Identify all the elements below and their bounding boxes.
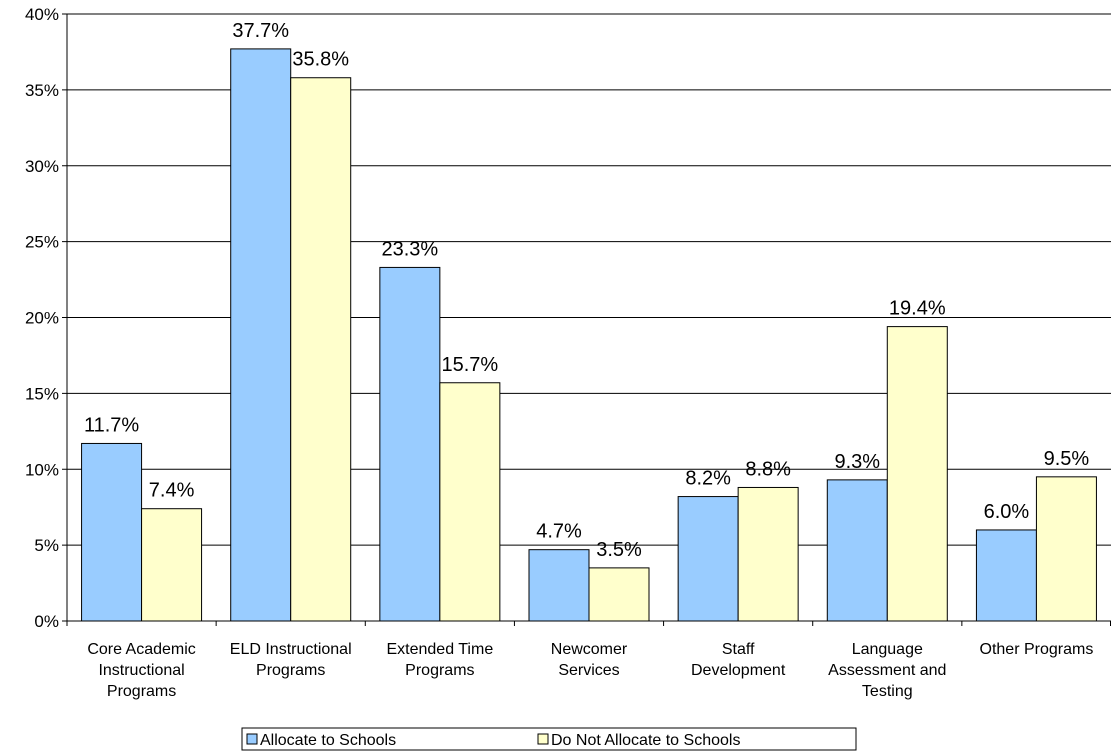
legend-label: Do Not Allocate to Schools	[551, 732, 740, 749]
bar-allocate	[230, 48, 292, 622]
y-tick-label: 20%	[25, 309, 59, 328]
category-label: Language Assessment and Testing	[828, 641, 946, 700]
data-label: 4.7%	[536, 521, 582, 543]
y-tick-label: 40%	[25, 5, 59, 24]
data-label: 9.3%	[834, 451, 880, 473]
bar-do-not-allocate	[737, 486, 799, 622]
data-label: 11.7%	[84, 414, 139, 436]
bar-allocate	[677, 496, 739, 622]
data-label: 35.8%	[292, 49, 349, 71]
bar-allocate	[826, 479, 888, 622]
legend: Allocate to Schools Do Not Allocate to Sc…	[241, 727, 857, 751]
data-label: 19.4%	[889, 298, 946, 320]
y-tick-label: 35%	[25, 81, 59, 100]
data-label: 15.7%	[441, 354, 498, 376]
legend-swatch	[537, 733, 549, 745]
category-label: Other Programs	[980, 641, 1094, 658]
data-labels: 11.7% 7.4% 37.7%35.8% 23.3% 15.7% 4.7% 3.5% 8.2…	[84, 20, 1089, 561]
data-label: 7.4%	[149, 480, 195, 502]
bar-do-not-allocate	[141, 508, 203, 622]
category-label: Extended Time Programs	[386, 641, 493, 679]
data-label: 9.5%	[1044, 448, 1090, 470]
y-tick-label: 25%	[25, 233, 59, 252]
category-label: Core Academic Instructional Programs	[87, 641, 196, 700]
gridlines	[67, 13, 1111, 546]
y-tick-label: 0%	[34, 612, 59, 631]
y-tick-label: 30%	[25, 157, 59, 176]
bar-allocate	[379, 266, 441, 622]
category-labels: Core Academic Instructional Programs ELD In…	[87, 641, 1093, 700]
legend-swatch	[246, 733, 258, 745]
y-tick-labels: 0% 5% 10% 15% 20% 25% 30% 35% 40%	[25, 5, 1111, 631]
y-tick-label: 10%	[25, 460, 59, 479]
category-label: Newcomer Services	[551, 641, 628, 679]
y-tick-label: 15%	[25, 384, 59, 403]
bar-do-not-allocate	[588, 567, 650, 622]
category-label: Staff Development	[691, 641, 786, 679]
bars	[81, 48, 1097, 622]
data-label: 23.3%	[381, 238, 438, 260]
bar-allocate	[528, 549, 590, 622]
data-label: 8.2%	[685, 468, 731, 490]
legend-label: Allocate to Schools	[260, 732, 396, 749]
data-label: 37.7%	[232, 20, 289, 42]
data-label: 3.5%	[596, 539, 642, 561]
bar-do-not-allocate	[1035, 476, 1097, 622]
category-label: ELD Instructional Programs	[230, 641, 352, 679]
data-label: 6.0%	[984, 501, 1030, 523]
bar-allocate	[975, 529, 1037, 622]
bar-do-not-allocate	[439, 382, 501, 622]
y-tick-label: 5%	[34, 536, 59, 555]
bar-do-not-allocate	[290, 77, 352, 622]
bar-allocate	[81, 442, 143, 622]
data-label: 8.8%	[745, 458, 791, 480]
bar-do-not-allocate	[886, 326, 948, 622]
legend-box	[241, 727, 857, 751]
